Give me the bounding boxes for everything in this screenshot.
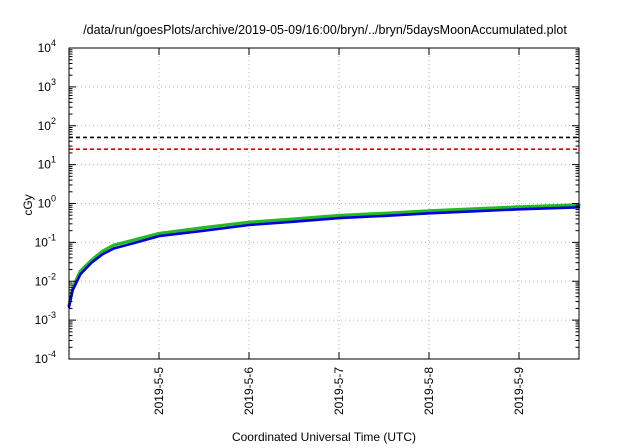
series-lines: [67, 203, 581, 309]
y-axis-label: cGy: [21, 194, 35, 215]
x-tick-label: 2019-5-9: [512, 367, 526, 415]
x-axis: 2019-5-5 2019-5-6 2019-5-7 2019-5-8 2019-5-9: [152, 48, 526, 415]
chart-title: /data/run/goesPlots/archive/2019-05-09/1…: [83, 23, 567, 37]
y-tick-label: 10-3: [35, 310, 56, 327]
series-line: [67, 206, 581, 309]
y-tick-label: 103: [38, 77, 56, 94]
threshold-lines: [69, 136, 579, 150]
y-tick-label: 10-4: [35, 349, 56, 366]
y-tick-label: 101: [38, 155, 56, 172]
y-axis: 10-4 10-3 10-2 10-1 100 101 102 103 104: [35, 38, 579, 366]
y-tick-label: 10-2: [35, 271, 56, 288]
x-tick-label: 2019-5-5: [152, 367, 166, 415]
x-tick-label: 2019-5-8: [422, 367, 436, 415]
series-line: [67, 203, 581, 307]
x-tick-label: 2019-5-6: [242, 367, 256, 415]
x-axis-label: Coordinated Universal Time (UTC): [232, 430, 416, 444]
y-tick-label: 102: [38, 116, 56, 133]
y-tick-label: 100: [38, 194, 56, 211]
y-tick-label: 104: [38, 38, 56, 55]
y-tick-label: 10-1: [35, 232, 56, 249]
x-tick-label: 2019-5-7: [332, 367, 346, 415]
grid: [69, 48, 579, 359]
